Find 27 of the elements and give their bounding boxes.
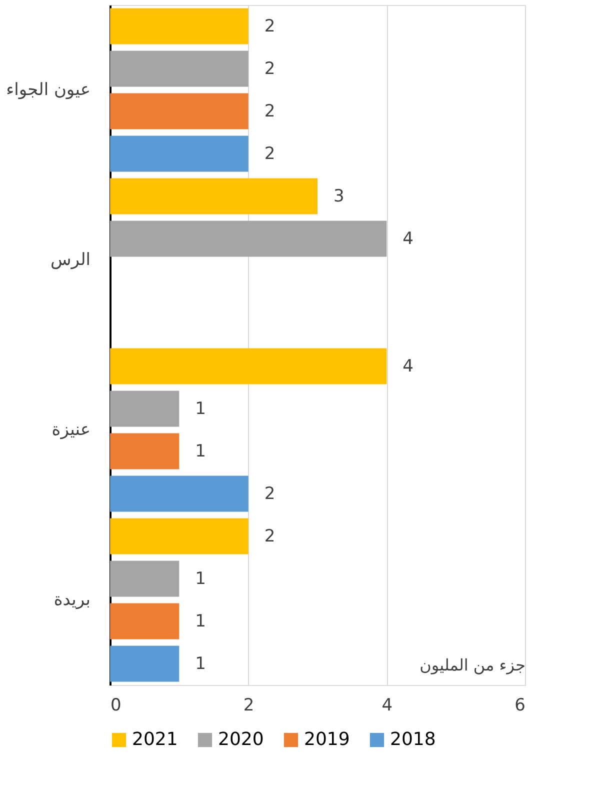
data-label: 2 <box>264 101 276 122</box>
data-label: 1 <box>195 441 206 462</box>
data-label: 2 <box>264 144 276 164</box>
y-tick-label: عيون الجواء <box>6 80 90 100</box>
data-label: 1 <box>195 398 206 419</box>
data-label: 1 <box>195 654 206 674</box>
x-axis-title: جزء من المليون <box>420 656 526 674</box>
data-label: 2 <box>264 16 276 36</box>
legend-label: 2020 <box>218 729 264 750</box>
x-tick-label: 4 <box>382 696 393 716</box>
x-tick-label: 2 <box>243 696 254 716</box>
legend-label: 2019 <box>304 729 350 750</box>
data-label: 4 <box>402 356 414 376</box>
legend-label: 2021 <box>132 729 178 750</box>
data-label: 1 <box>195 568 206 589</box>
x-tick-label: 0 <box>110 696 122 716</box>
y-tick-label: عنيزة <box>52 420 90 440</box>
data-label: 2 <box>264 58 276 79</box>
y-tick-label: الرس <box>50 250 90 270</box>
data-label: 1 <box>195 611 206 632</box>
data-label: 2 <box>264 526 276 546</box>
legend-label: 2018 <box>390 729 436 750</box>
data-label: 2 <box>264 484 276 504</box>
data-label: 4 <box>402 228 414 249</box>
y-tick-label: بريدة <box>54 590 90 610</box>
data-label: 3 <box>334 186 344 206</box>
x-tick-label: 6 <box>514 696 526 716</box>
